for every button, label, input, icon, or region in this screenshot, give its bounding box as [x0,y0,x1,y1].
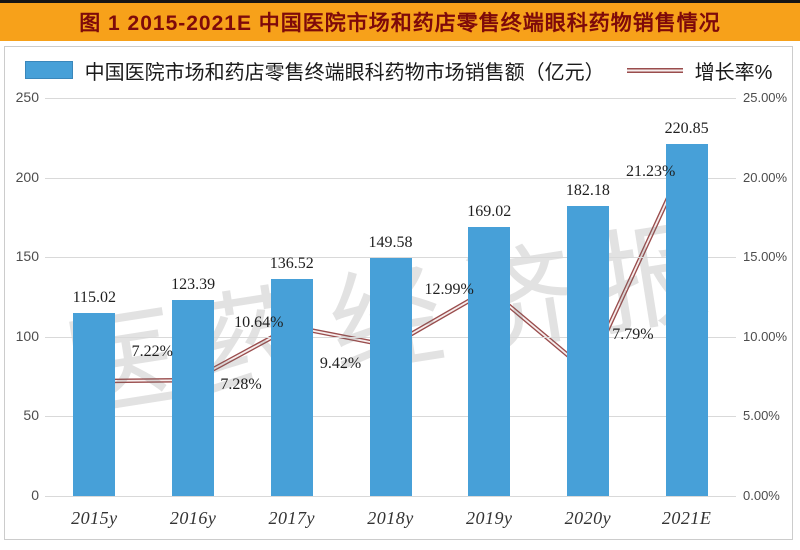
x-axis-label-2016y: 2016y [169,508,217,528]
sales-bar-2021E [665,144,708,496]
plot-region: 250 25.00% 200 20.00% 150 15.00% 100 10.00% 50 5.… [5,47,792,539]
left-axis-tick-label: 50 [23,407,39,424]
left-axis-tick-label: 150 [15,248,39,265]
x-axis-label-2020y: 2020y [564,508,612,528]
bar-value-label: 149.58 [368,233,413,251]
left-axis-tick-label: 250 [15,89,39,105]
right-axis-tick-label: 25.00% [743,90,788,105]
x-axis-label-2019y: 2019y [465,508,513,528]
growth-rate-label: 9.42% [319,355,362,373]
sales-bar-2020y [566,205,609,496]
gridline [45,98,736,99]
growth-rate-label: 7.22% [131,343,173,361]
legend-bar-label: 中国医院市场和药店零售终端眼科药物市场销售额（亿元） [84,61,605,84]
bar-value-label: 136.52 [269,254,314,272]
page-top-border [0,0,800,3]
right-axis-tick-label: 20.00% [743,169,788,185]
left-axis-tick-label: 200 [15,168,39,185]
bar-value-label: 220.85 [664,120,709,138]
left-axis-tick-label: 0 [31,487,39,503]
right-axis-tick-label: 10.00% [743,328,788,344]
right-axis-tick-label: 5.00% [743,408,780,424]
chart-area: 中国医院市场和药店零售终端眼科药物市场销售额（亿元） 增长率% 250 25.00… [4,46,793,540]
bar-value-label: 169.02 [467,202,512,220]
chart-legend: 中国医院市场和药店零售终端眼科药物市场销售额（亿元） 增长率% [5,57,792,84]
figure-title: 图 1 2015-2021E 中国医院市场和药店零售终端眼科药物销售情况 [79,12,721,35]
bar-value-label: 123.39 [171,275,216,293]
growth-rate-label: 7.28% [220,376,262,394]
right-axis-tick-label: 0.00% [743,488,780,503]
growth-rate-label: 12.99% [424,281,474,299]
sales-bar-2015y [73,312,116,496]
x-axis-label-2018y: 2018y [367,508,414,528]
left-axis-tick-label: 100 [15,327,39,344]
legend-bar-swatch [24,61,73,79]
sales-bar-2019y [468,226,511,496]
figure-title-bar: 图 1 2015-2021E 中国医院市场和药店零售终端眼科药物销售情况 [0,3,800,41]
x-axis-label-2021E: 2021E [661,508,712,528]
legend-line-label: 增长率% [694,61,773,84]
bar-value-label: 182.18 [565,181,610,199]
growth-rate-label: 7.79% [612,325,654,343]
growth-rate-label: 10.64% [234,313,284,331]
gridline [45,496,736,497]
growth-rate-label: 21.23% [625,163,676,181]
legend-line-sample [626,67,683,73]
x-axis-label-2017y: 2017y [268,508,316,528]
sales-bar-2016y [172,299,215,496]
right-axis-tick-label: 15.00% [743,249,788,265]
x-axis-label-2015y: 2015y [71,508,118,528]
bar-value-label: 115.02 [72,288,117,306]
